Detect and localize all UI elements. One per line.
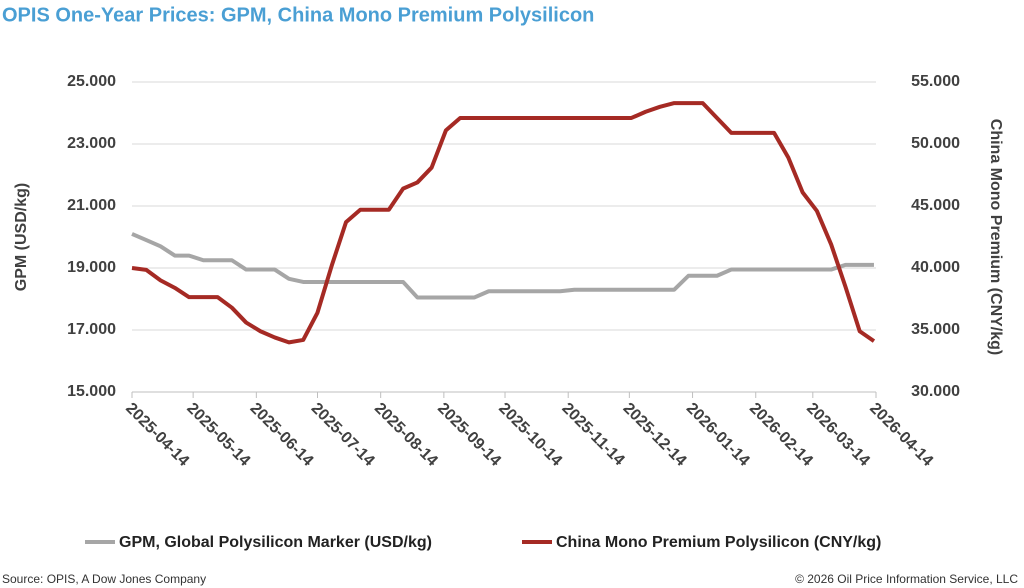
y-axis-title: GPM (USD/kg) xyxy=(13,183,30,291)
y2-tick-label: 50.000 xyxy=(911,135,960,152)
y-tick-label: 15.000 xyxy=(67,383,116,400)
x-tick-label: 2025-10-14 xyxy=(495,400,565,470)
source: Source: OPIS, A Dow Jones Company xyxy=(2,572,206,586)
x-tick-label: 2025-06-14 xyxy=(247,400,317,470)
y2-tick-label: 40.000 xyxy=(911,259,960,276)
y2-tick-label: 35.000 xyxy=(911,321,960,338)
y-tick-label: 17.000 xyxy=(67,321,116,338)
y-tick-label: 21.000 xyxy=(67,197,116,214)
x-tick-label: 2025-05-14 xyxy=(183,400,253,470)
legend-label: China Mono Premium Polysilicon (CNY/kg) xyxy=(556,534,881,551)
series-line xyxy=(131,232,874,300)
y2-tick-label: 30.000 xyxy=(911,383,960,400)
y2-tick-label: 55.000 xyxy=(911,73,960,90)
copyright: © 2026 Oil Price Information Service, LL… xyxy=(795,572,1018,586)
y-tick-label: 19.000 xyxy=(67,259,116,276)
x-tick-label: 2025-12-14 xyxy=(620,400,690,470)
x-tick-label: 2026-01-14 xyxy=(683,400,753,470)
y2-axis-title: China Mono Premium (CNY/kg) xyxy=(987,119,1004,355)
y-tick-label: 23.000 xyxy=(67,135,116,152)
chart-title: OPIS One-Year Prices: GPM, China Mono Pr… xyxy=(2,4,594,26)
series-line xyxy=(131,101,876,345)
y2-tick-label: 45.000 xyxy=(911,197,960,214)
x-tick-label: 2026-04-14 xyxy=(866,400,936,470)
x-tick-label: 2025-07-14 xyxy=(308,400,378,470)
legend-label: GPM, Global Polysilicon Marker (USD/kg) xyxy=(119,534,432,551)
x-tick-label: 2025-09-14 xyxy=(434,400,504,470)
x-tick-label: 2025-08-14 xyxy=(371,400,441,470)
x-tick-label: 2025-04-14 xyxy=(122,400,192,470)
y-tick-label: 25.000 xyxy=(67,73,116,90)
x-tick-label: 2025-11-14 xyxy=(558,400,627,469)
